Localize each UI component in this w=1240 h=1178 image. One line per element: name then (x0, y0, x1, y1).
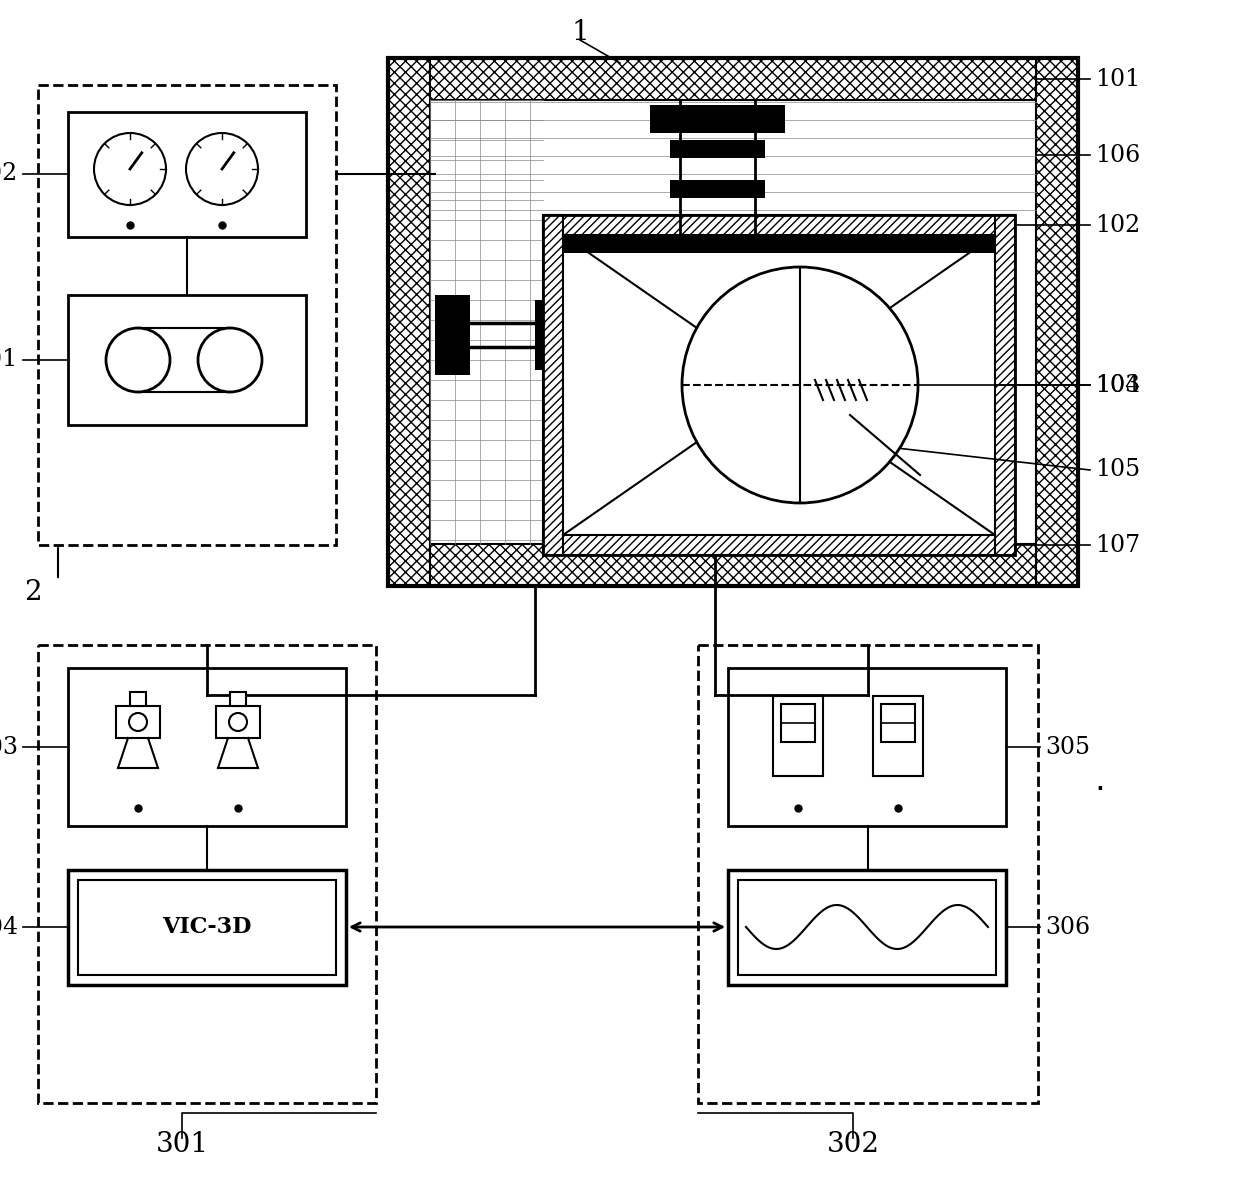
Text: 304: 304 (0, 915, 19, 939)
Circle shape (229, 713, 247, 732)
Bar (229, 691, 246, 706)
Text: 104: 104 (1095, 373, 1141, 397)
Bar (543, 216, 1016, 234)
Bar (728, 871, 1006, 985)
Bar (543, 216, 1016, 555)
Text: 2: 2 (25, 580, 42, 607)
Text: 105: 105 (1095, 458, 1140, 482)
Bar (78, 880, 336, 975)
Bar (430, 100, 1035, 544)
Bar (38, 646, 376, 1103)
Bar (1035, 58, 1078, 585)
Bar (773, 696, 823, 776)
Text: .: . (1095, 763, 1105, 796)
Bar (117, 706, 160, 737)
Text: 106: 106 (1095, 144, 1141, 166)
Text: 1: 1 (572, 19, 589, 46)
Bar (388, 58, 1078, 585)
Text: 101: 101 (1095, 67, 1141, 91)
Bar (781, 704, 815, 742)
Text: 303: 303 (0, 735, 19, 759)
Bar (68, 294, 306, 425)
Bar (38, 85, 336, 545)
Bar (563, 234, 994, 253)
Bar (216, 706, 260, 737)
Bar (68, 871, 346, 985)
Text: VIC-3D: VIC-3D (162, 916, 252, 938)
Bar (650, 105, 785, 133)
Bar (388, 544, 1078, 585)
Bar (738, 880, 996, 975)
Text: 306: 306 (1045, 915, 1090, 939)
Text: 201: 201 (0, 349, 19, 371)
Bar (543, 216, 563, 555)
Bar (534, 300, 543, 370)
Circle shape (129, 713, 148, 732)
Bar (670, 140, 765, 158)
Bar (728, 668, 1006, 826)
Bar (435, 294, 470, 375)
Bar (698, 646, 1038, 1103)
Bar (68, 668, 346, 826)
Text: 202: 202 (0, 163, 19, 185)
Bar (543, 535, 1016, 555)
Circle shape (105, 327, 170, 392)
Bar (563, 234, 994, 535)
Bar (670, 180, 765, 198)
Text: 103: 103 (1095, 373, 1140, 397)
Text: 305: 305 (1045, 735, 1090, 759)
Text: 301: 301 (155, 1132, 208, 1158)
Circle shape (198, 327, 262, 392)
Bar (994, 216, 1016, 555)
Circle shape (682, 267, 918, 503)
Bar (130, 691, 146, 706)
Text: 107: 107 (1095, 534, 1140, 556)
Bar (880, 704, 915, 742)
Circle shape (186, 133, 258, 205)
Bar (388, 58, 430, 585)
Bar (388, 58, 1078, 100)
Circle shape (94, 133, 166, 205)
Bar (873, 696, 923, 776)
Bar (68, 112, 306, 237)
Text: 102: 102 (1095, 213, 1141, 237)
Text: 302: 302 (827, 1132, 879, 1158)
